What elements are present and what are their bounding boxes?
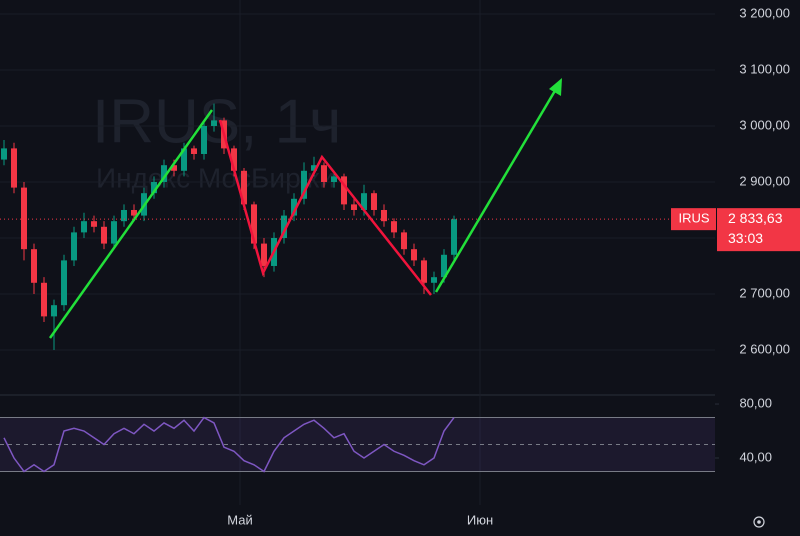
- candle-body: [21, 187, 27, 250]
- trend-arrow: [434, 88, 558, 293]
- candle-body: [301, 170, 307, 199]
- candle-body: [371, 193, 377, 210]
- price-tag: [717, 208, 800, 252]
- candle-body: [441, 254, 447, 278]
- candle-body: [281, 215, 287, 238]
- candle-body: [321, 165, 327, 182]
- y-tick-label: 40,00: [739, 449, 772, 464]
- candle-body: [201, 125, 207, 154]
- candle-body: [381, 209, 387, 222]
- y-tick-label: 2 900,00: [739, 173, 790, 188]
- candle-body: [81, 221, 87, 233]
- settings-icon[interactable]: [753, 516, 765, 528]
- settings-icon-dot: [757, 520, 761, 524]
- candle-body: [111, 221, 117, 244]
- symbol-tag: [671, 208, 716, 231]
- candle-body: [401, 232, 407, 250]
- trend-arrow: [48, 109, 214, 339]
- candle-body: [101, 226, 107, 244]
- candle-body: [411, 249, 417, 261]
- y-tick-label: 3 200,00: [739, 5, 790, 20]
- pattern-line: [218, 119, 432, 296]
- candle-body: [91, 221, 97, 227]
- candle-body: [261, 243, 267, 266]
- candle-body: [291, 198, 297, 216]
- candle-body: [181, 148, 187, 171]
- candle-body: [161, 165, 167, 182]
- y-tick-label: 3 100,00: [739, 61, 790, 76]
- candle-body: [121, 209, 127, 222]
- x-tick-label: Июн: [467, 512, 493, 527]
- candle-body: [351, 204, 357, 210]
- candle-body: [241, 170, 247, 205]
- candle-body: [391, 221, 397, 233]
- y-tick-label: 3 000,00: [739, 117, 790, 132]
- candle-body: [421, 260, 427, 283]
- candle-body: [61, 260, 67, 306]
- countdown-label: 33:03: [728, 230, 763, 246]
- candle-body: [171, 165, 177, 171]
- watermark-subtitle: Индекс МосБиржи: [96, 162, 335, 193]
- y-tick-label: 2 700,00: [739, 285, 790, 300]
- candle-body: [131, 209, 137, 216]
- symbol-label: IRUS: [678, 211, 709, 226]
- candle-body: [51, 305, 57, 317]
- candle-body: [151, 181, 157, 194]
- candle-body: [331, 176, 337, 182]
- candle-body: [191, 148, 197, 154]
- price-tag-label: 2 833,63: [728, 210, 783, 226]
- candle-body: [1, 148, 7, 160]
- candle-body: [451, 219, 457, 255]
- arrow-head: [549, 78, 562, 96]
- candle-body: [251, 204, 257, 244]
- candle-body: [211, 120, 217, 126]
- candle-body: [431, 277, 437, 283]
- x-tick-label: Май: [227, 512, 252, 527]
- rsi-line: [3, 416, 455, 473]
- y-tick-label: 80,00: [739, 395, 772, 410]
- candle-body: [341, 176, 347, 205]
- candle-body: [31, 249, 37, 283]
- candle-body: [231, 148, 237, 171]
- candle-body: [311, 165, 317, 171]
- candle-body: [41, 282, 47, 317]
- candle-body: [11, 148, 17, 188]
- candle-body: [361, 193, 367, 210]
- y-tick-label: 2 600,00: [739, 341, 790, 356]
- candle-body: [71, 232, 77, 261]
